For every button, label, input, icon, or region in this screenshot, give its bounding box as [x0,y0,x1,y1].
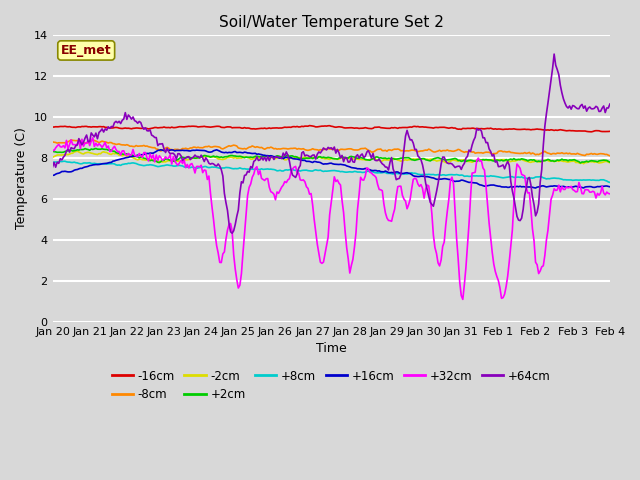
-2cm [399,158,406,164]
-2cm [386,157,394,163]
-16cm [606,129,614,134]
-8cm [367,149,375,155]
-16cm [367,126,375,132]
+16cm [606,184,614,190]
+64cm [367,155,375,161]
-16cm [588,129,595,135]
-8cm [49,139,56,145]
+64cm [228,230,236,236]
-16cm [399,125,406,131]
-2cm [367,156,375,162]
Line: -8cm: -8cm [52,140,610,156]
-8cm [606,153,614,158]
+32cm [399,192,406,198]
Line: +2cm: +2cm [52,148,610,163]
+2cm [577,160,584,166]
-16cm [49,124,56,130]
-2cm [606,160,614,166]
+32cm [541,252,548,258]
Line: +8cm: +8cm [52,161,610,182]
-2cm [154,159,162,165]
+16cm [532,185,540,191]
+32cm [64,146,72,152]
-2cm [49,155,56,160]
+8cm [154,164,162,169]
Line: -16cm: -16cm [52,126,610,132]
Line: +64cm: +64cm [52,54,610,233]
+8cm [386,170,394,176]
+32cm [49,147,56,153]
+16cm [49,172,56,178]
-8cm [67,137,75,143]
+64cm [606,101,614,107]
Line: +32cm: +32cm [52,138,610,300]
+16cm [386,170,394,176]
+2cm [606,159,614,165]
+64cm [49,164,56,170]
+16cm [157,147,164,153]
+32cm [89,135,97,141]
+2cm [386,156,394,161]
+8cm [606,180,614,185]
+8cm [367,168,375,174]
+2cm [49,148,56,154]
+8cm [61,158,68,164]
-8cm [386,147,394,153]
-8cm [64,139,72,144]
Title: Soil/Water Temperature Set 2: Soil/Water Temperature Set 2 [219,15,444,30]
+16cm [367,168,375,173]
+32cm [386,218,394,224]
-2cm [540,158,547,164]
-8cm [154,146,162,152]
+32cm [459,297,467,302]
+32cm [154,157,162,163]
Line: +16cm: +16cm [52,150,610,188]
+8cm [399,171,406,177]
+2cm [154,159,162,165]
-2cm [580,161,588,167]
-8cm [399,148,406,154]
+2cm [64,148,72,154]
-16cm [386,125,394,131]
+8cm [66,159,74,165]
+8cm [540,175,547,180]
+32cm [606,191,614,197]
+16cm [541,183,548,189]
+8cm [49,159,56,165]
-8cm [540,149,547,155]
+2cm [367,156,375,162]
Line: -2cm: -2cm [52,151,610,164]
+64cm [550,51,558,57]
+64cm [540,143,547,148]
Text: EE_met: EE_met [61,44,111,57]
+64cm [152,135,160,141]
-16cm [152,125,160,131]
-2cm [74,148,81,154]
+16cm [152,149,160,155]
+64cm [64,146,72,152]
+2cm [92,145,100,151]
+16cm [399,170,406,176]
-16cm [306,123,314,129]
X-axis label: Time: Time [316,342,347,355]
+2cm [399,155,406,161]
-16cm [64,124,72,130]
+16cm [64,169,72,175]
-2cm [64,152,72,157]
Y-axis label: Temperature (C): Temperature (C) [15,128,28,229]
Legend: -16cm, -8cm, -2cm, +2cm, +8cm, +16cm, +32cm, +64cm: -16cm, -8cm, -2cm, +2cm, +8cm, +16cm, +3… [107,365,556,406]
+64cm [386,159,394,165]
+64cm [399,160,406,166]
-16cm [540,127,547,133]
+2cm [540,158,547,164]
+32cm [367,170,375,176]
